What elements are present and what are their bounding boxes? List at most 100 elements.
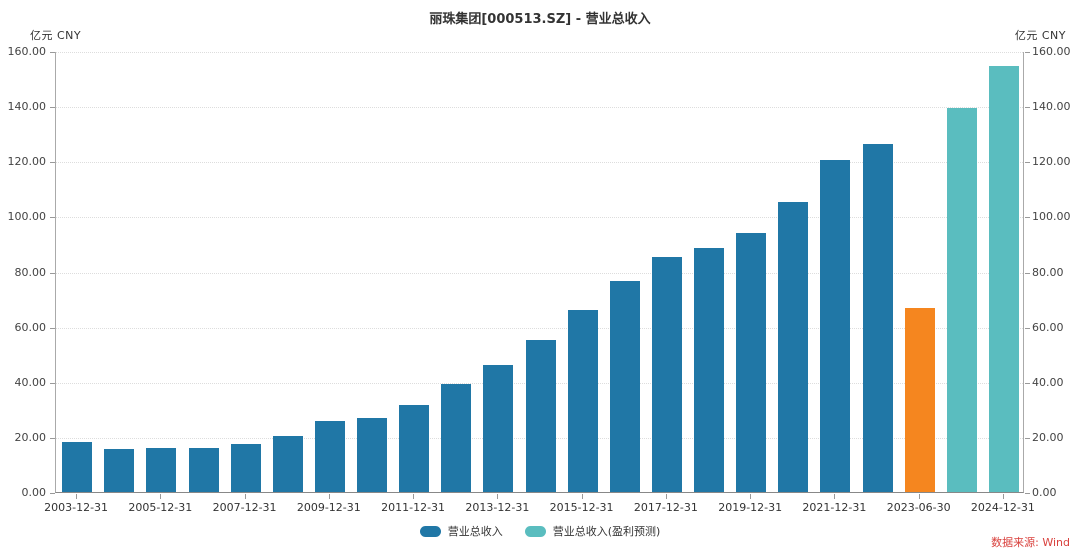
bar-2008-12-31[interactable] <box>272 435 303 492</box>
y-gridline <box>56 272 1023 274</box>
x-axis-tick-label: 2024-12-31 <box>970 501 1035 514</box>
bar-2022-12-31[interactable] <box>862 144 893 492</box>
bar-2014-12-31[interactable] <box>525 339 556 492</box>
plot-area <box>55 52 1024 493</box>
y-axis-tick <box>50 327 55 329</box>
x-axis-tick-label: 2011-12-31 <box>381 501 446 514</box>
x-axis-tick <box>750 494 752 499</box>
y-axis-tick <box>50 52 55 53</box>
x-axis-tick <box>834 494 836 499</box>
y-axis-tick <box>50 493 55 494</box>
x-axis-tick-label: 2023-06-30 <box>886 501 951 514</box>
y-axis-tick <box>1025 217 1030 219</box>
y-axis-tick-label-left: 140.00 <box>7 100 47 114</box>
x-axis-tick-label: 2021-12-31 <box>802 501 867 514</box>
y-axis-tick-label-left: 40.00 <box>14 375 47 389</box>
x-axis-tick <box>665 494 667 499</box>
x-axis-tick <box>1002 494 1004 499</box>
bar-2005-12-31[interactable] <box>146 447 177 492</box>
y-axis-tick-label-right: 100.00 <box>1032 210 1071 224</box>
y-axis-tick <box>50 272 55 274</box>
x-axis-tick <box>76 494 78 499</box>
bar-2024-12-31[interactable] <box>988 66 1019 492</box>
bar-2019-12-31[interactable] <box>736 233 767 492</box>
bar-2020-12-31[interactable] <box>778 202 809 492</box>
bar-2003-12-31[interactable] <box>62 442 93 492</box>
y-axis-tick <box>1025 162 1030 164</box>
y-axis-tick <box>50 107 55 109</box>
x-axis-tick-label: 2005-12-31 <box>128 501 193 514</box>
y-axis-tick <box>50 162 55 164</box>
y-axis-tick-label-left: 100.00 <box>7 210 47 224</box>
y-axis-tick-label-left: 160.00 <box>7 45 47 58</box>
y-gridline <box>56 327 1023 329</box>
y-axis-tick-label-right: 0.00 <box>1032 486 1057 499</box>
legend: 营业总收入 营业总收入(盈利预测) <box>0 523 1080 539</box>
y-axis-tick-label-right: 120.00 <box>1032 155 1071 169</box>
y-axis-tick <box>1025 437 1030 439</box>
x-axis-tick <box>160 494 162 499</box>
bar-2006-12-31[interactable] <box>188 448 219 492</box>
bar-2023-12-31[interactable] <box>946 108 977 492</box>
x-axis-tick-label: 2009-12-31 <box>296 501 361 514</box>
y-axis-tick-label-left: 80.00 <box>14 265 47 279</box>
y-axis-tick-label-right: 20.00 <box>1032 430 1064 444</box>
bar-2016-12-31[interactable] <box>609 281 640 492</box>
y-axis-tick-label-right: 60.00 <box>1032 320 1064 334</box>
y-gridline <box>56 107 1023 109</box>
y-axis-tick <box>1025 107 1030 109</box>
x-axis-tick-label: 2019-12-31 <box>718 501 783 514</box>
bar-2023-06-30[interactable] <box>904 307 935 492</box>
legend-item-revenue[interactable]: 营业总收入 <box>419 523 503 539</box>
y-gridline <box>56 162 1023 164</box>
y-axis-tick <box>1025 382 1030 384</box>
y-axis-tick <box>1025 327 1030 329</box>
data-source-note: 数据来源: Wind <box>991 536 1070 549</box>
x-axis-tick <box>918 494 920 499</box>
chart-title: 丽珠集团[000513.SZ] - 营业总收入 <box>429 12 651 27</box>
x-axis-tick-label: 2003-12-31 <box>44 501 109 514</box>
y-axis-tick-label-right: 40.00 <box>1032 375 1064 389</box>
y-axis-unit-right: 亿元 CNY <box>1014 29 1066 42</box>
y-axis-tick-label-left: 120.00 <box>7 155 47 169</box>
bar-2013-12-31[interactable] <box>483 364 514 492</box>
y-axis-tick <box>1025 493 1030 494</box>
bar-2009-12-31[interactable] <box>314 420 345 492</box>
bar-2007-12-31[interactable] <box>230 444 261 492</box>
bar-2017-12-31[interactable] <box>651 257 682 492</box>
x-axis-tick <box>581 494 583 499</box>
bar-2018-12-31[interactable] <box>694 247 724 492</box>
y-axis-tick <box>50 217 55 219</box>
x-axis-tick-label: 2007-12-31 <box>212 501 277 514</box>
bar-2021-12-31[interactable] <box>820 159 851 492</box>
y-axis-tick-label-left: 60.00 <box>14 320 47 334</box>
y-gridline <box>56 52 1023 53</box>
y-gridline <box>56 217 1023 219</box>
legend-item-label: 营业总收入(盈利预测) <box>552 525 661 538</box>
x-axis-tick <box>497 494 499 499</box>
x-axis-tick-label: 2017-12-31 <box>633 501 698 514</box>
y-axis-tick-label-left: 20.00 <box>14 430 47 444</box>
x-axis-tick <box>244 494 246 499</box>
legend-item-revenue-forecast[interactable]: 营业总收入(盈利预测) <box>524 523 661 539</box>
y-axis-tick <box>50 382 55 384</box>
bar-2012-12-31[interactable] <box>441 383 472 492</box>
y-axis-tick <box>50 437 55 439</box>
y-axis-tick <box>1025 272 1030 274</box>
x-axis-tick-label: 2015-12-31 <box>549 501 614 514</box>
bar-2011-12-31[interactable] <box>399 405 430 492</box>
y-axis-tick-label-right: 80.00 <box>1032 265 1064 279</box>
y-axis-tick-label-right: 160.00 <box>1032 45 1071 58</box>
bar-2010-12-31[interactable] <box>357 417 387 492</box>
revenue-forecast-series-swatch <box>524 525 546 537</box>
y-axis-tick-label-left: 0.00 <box>21 486 47 499</box>
x-axis-tick <box>413 494 415 499</box>
y-axis-tick <box>1025 52 1030 53</box>
legend-item-label: 营业总收入 <box>447 525 503 538</box>
y-axis-tick-label-right: 140.00 <box>1032 100 1071 114</box>
bar-2015-12-31[interactable] <box>567 309 598 492</box>
x-axis-tick-label: 2013-12-31 <box>465 501 530 514</box>
bar-2004-12-31[interactable] <box>104 448 135 492</box>
x-axis-tick <box>328 494 330 499</box>
